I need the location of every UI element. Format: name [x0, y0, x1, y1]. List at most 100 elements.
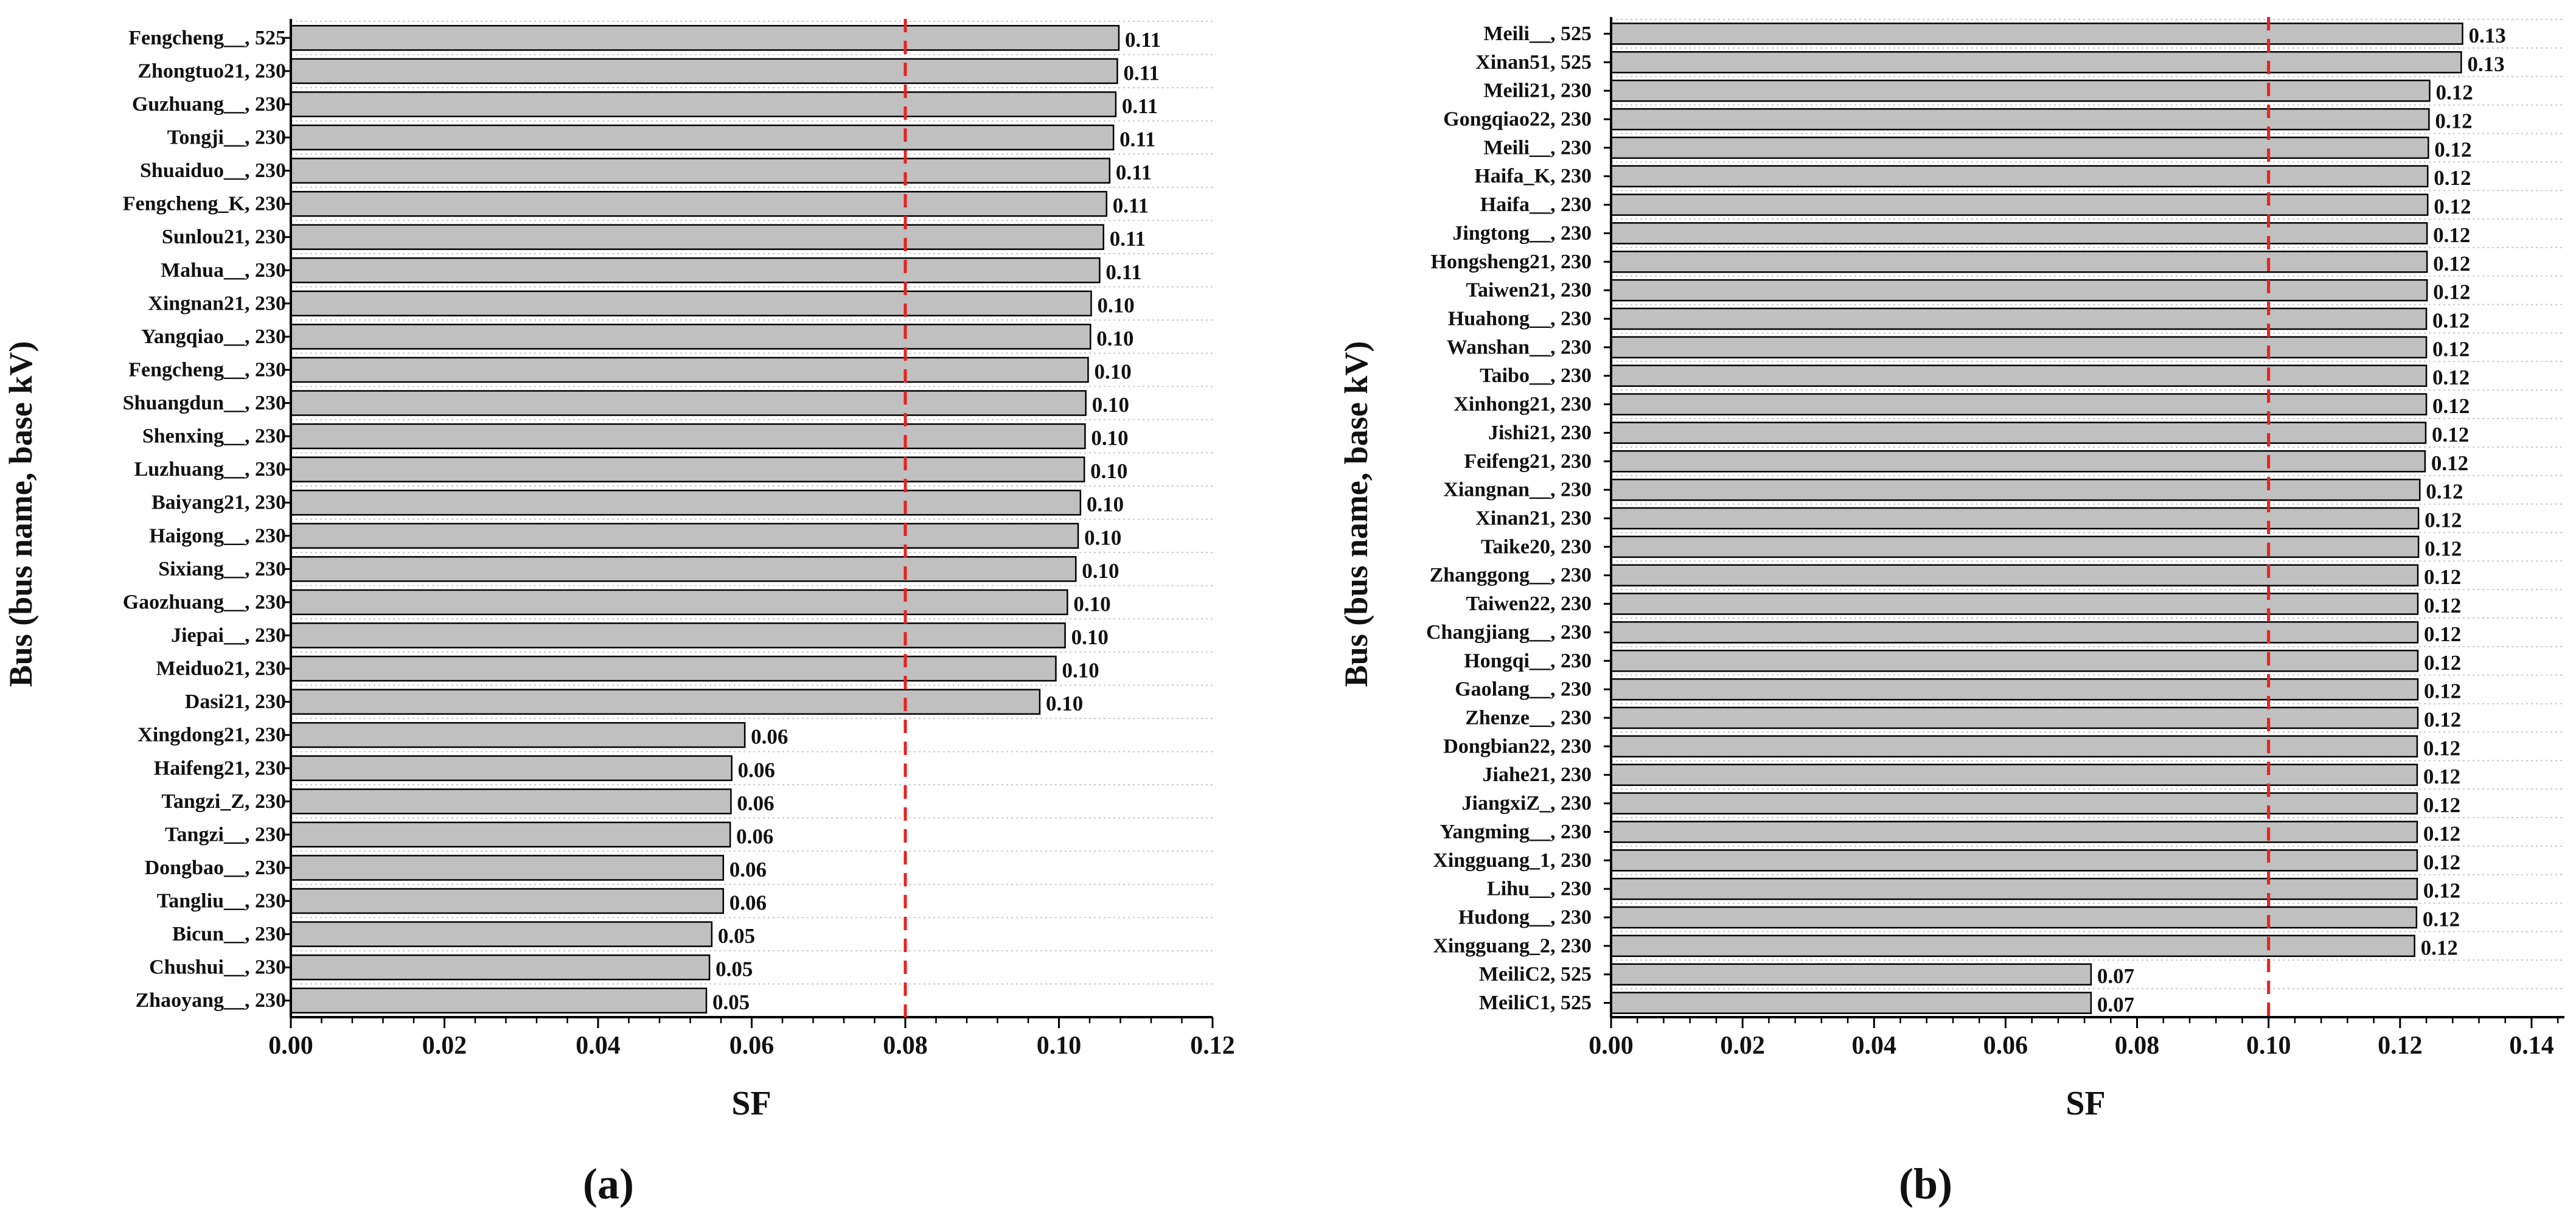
- panel-b-value-label: 0.12: [2426, 480, 2463, 504]
- panel-b-value-label: 0.12: [2432, 366, 2470, 389]
- panel-b-bar: [1610, 222, 2428, 245]
- panel-a-value-label: 0.11: [1119, 127, 1155, 151]
- panel-a-chart: 0.00 0.02 0.04 0.06 0.08 0.10 0.12 Fengcheng__…: [2, 19, 1235, 1208]
- panel-b-category-label: Wanshan__, 230: [1447, 336, 1592, 358]
- panel-b-category-label: Meili__, 525: [1483, 23, 1592, 45]
- panel-a-value-label: 0.11: [1113, 194, 1149, 218]
- panel-b-bar: [1610, 136, 2429, 159]
- panel-a-value-label: 0.10: [1073, 592, 1110, 616]
- panel-a-value-label: 0.10: [1071, 625, 1109, 649]
- panel-b-bar: [1610, 963, 2092, 986]
- panel-b-category-label: Jingtong__, 230: [1452, 222, 1592, 245]
- panel-b-category-label: Xingguang_2, 230: [1433, 934, 1592, 957]
- panel-a-x-tick-label: 0.12: [1190, 1032, 1235, 1060]
- panel-a-category-label: Yangqiao__, 230: [141, 325, 286, 348]
- panel-b-value-label: 0.12: [2433, 280, 2470, 304]
- panel-b-value-label: 0.12: [2423, 736, 2460, 760]
- panel-a-value-label: 0.11: [1122, 94, 1158, 118]
- panel-a-x-ticks: 0.00 0.02 0.04 0.06 0.08 0.10 0.12: [268, 1017, 1235, 1060]
- panel-a-bar: [290, 622, 1066, 649]
- panel-b-bar: [1610, 364, 2428, 387]
- panel-a-category-label: Dasi21, 230: [185, 690, 286, 713]
- panel-b-bar: [1610, 336, 2428, 359]
- panel-b-bar: [1610, 23, 2463, 45]
- panel-b-category-label: Lihu__, 230: [1487, 878, 1592, 900]
- panel-b-value-label: 0.12: [2424, 622, 2461, 646]
- panel-b-x-tick-label: 0.02: [1720, 1032, 1765, 1060]
- panel-a-value-label: 0.10: [1084, 526, 1121, 549]
- panel-b-value-label: 0.12: [2423, 879, 2460, 903]
- panel-a-value-label: 0.11: [1116, 161, 1152, 184]
- panel-b-category-label: Haifa__, 230: [1480, 193, 1592, 216]
- panel-b-category-label: Taiwen22, 230: [1466, 593, 1592, 615]
- panel-a-bar: [290, 987, 708, 1014]
- panel-a-category-label: Tangzi__, 230: [165, 823, 286, 846]
- panel-b-value-label: 0.12: [2433, 252, 2470, 276]
- panel-b-x-tick-label: 0.14: [2509, 1032, 2554, 1060]
- panel-a-category-label: Tangliu__, 230: [157, 890, 286, 913]
- panel-b-category-label: Xinhong21, 230: [1453, 393, 1592, 416]
- panel-b-value-label: 0.12: [2423, 822, 2460, 846]
- panel-b-value-label: 0.12: [2435, 81, 2473, 105]
- panel-a-category-label: Haigong__, 230: [149, 524, 286, 547]
- panel-b-bar: [1610, 792, 2418, 815]
- panel-b-bar: [1610, 79, 2431, 102]
- panel-b-category-label: Jiahe21, 230: [1483, 763, 1592, 786]
- panel-b-category-label: JiangxiZ_, 230: [1462, 792, 1592, 815]
- panel-a-bars: [290, 25, 1120, 1014]
- panel-b-category-label: Feifeng21, 230: [1464, 450, 1592, 473]
- panel-a-x-tick-label: 0.06: [729, 1032, 775, 1060]
- panel-b-value-label: 0.07: [2097, 993, 2134, 1017]
- panel-b-label: (b): [1899, 1160, 1952, 1208]
- panel-b-value-label: 0.12: [2423, 850, 2460, 874]
- panel-a-x-tick-label: 0.08: [883, 1032, 928, 1060]
- panel-b-value-label: 0.12: [2432, 337, 2470, 361]
- panel-b-value-label: 0.12: [2434, 195, 2471, 218]
- panel-b-category-label: MeiliC1, 525: [1479, 992, 1592, 1014]
- panel-a-bar: [290, 523, 1079, 549]
- panel-b-category-label: Xiangnan__, 230: [1443, 479, 1592, 501]
- panel-b-category-label: Hongsheng21, 230: [1431, 251, 1592, 273]
- panel-a-bar: [290, 224, 1104, 250]
- panel-a-category-label: Tongji__, 230: [167, 126, 286, 148]
- panel-b-value-label: 0.12: [2432, 423, 2469, 447]
- panel-b-value-label: 0.12: [2424, 680, 2461, 703]
- panel-a-value-label: 0.10: [1046, 692, 1083, 715]
- panel-a-value-label: 0.06: [751, 725, 788, 749]
- panel-a-category-label: Jiepai__, 230: [171, 624, 286, 647]
- panel-b-bar: [1610, 650, 2419, 672]
- panel-a-value-label: 0.06: [729, 858, 767, 881]
- panel-b-bar: [1610, 763, 2418, 786]
- panel-b-x-ticks: 0.00 0.02 0.04 0.06 0.08 0.10 0.12 0.14: [1589, 1017, 2559, 1060]
- panel-a-bar: [290, 655, 1057, 682]
- panel-a-bar: [290, 124, 1115, 151]
- panel-b-value-label: 0.07: [2097, 964, 2134, 988]
- panel-b-bar: [1610, 307, 2428, 330]
- panel-a-bar: [290, 423, 1086, 450]
- panel-b-bar: [1610, 51, 2462, 74]
- panel-b-category-labels: Meili__, 525 Xinan51, 525 Meili21, 230 Gong…: [1426, 23, 1592, 1014]
- panel-b-bar: [1610, 992, 2092, 1014]
- panel-b-value-label: 0.12: [2432, 309, 2470, 333]
- panel-b-category-label: Taiwen21, 230: [1466, 279, 1592, 302]
- panel-a-bar: [290, 689, 1041, 715]
- panel-a-value-label: 0.11: [1110, 227, 1146, 251]
- panel-a-bar: [290, 921, 713, 947]
- panel-b-bar: [1610, 279, 2428, 302]
- panel-a-value-label: 0.10: [1091, 426, 1128, 450]
- panel-b-bar: [1610, 706, 2419, 729]
- panel-a-category-label: Luzhuang__, 230: [134, 458, 286, 481]
- panel-a-category-label: Fengcheng_K, 230: [123, 193, 286, 215]
- panel-b-category-label: Gongqiao22, 230: [1443, 108, 1592, 131]
- panel-b-value-label: 0.12: [2424, 594, 2461, 617]
- panel-b-bar: [1610, 564, 2419, 586]
- panel-a-bar: [290, 954, 711, 981]
- panel-a-bar: [290, 722, 746, 748]
- panel-a-value-label: 0.10: [1094, 360, 1131, 383]
- panel-b-bar: [1610, 678, 2419, 701]
- panel-a-value-labels: 0.11 0.11 0.11 0.11 0.11 0.11 0.11 0.11 0.10 0.10…: [712, 28, 1161, 1014]
- panel-a-bar: [290, 190, 1108, 217]
- panel-a-x-axis-title: SF: [731, 1085, 771, 1122]
- panel-a-x-tick-label: 0.02: [422, 1032, 467, 1060]
- panel-a-category-label: Sixiang__, 230: [158, 558, 286, 580]
